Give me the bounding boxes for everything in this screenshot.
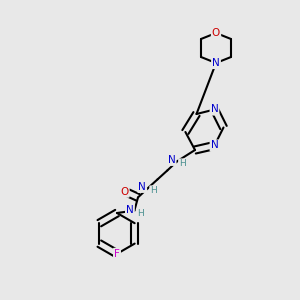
Text: O: O [212, 28, 220, 38]
Text: H: H [150, 186, 157, 195]
Text: N: N [211, 104, 218, 115]
Text: O: O [120, 187, 129, 197]
Text: F: F [114, 249, 120, 259]
Text: N: N [126, 205, 134, 215]
Text: N: N [212, 58, 220, 68]
Text: N: N [211, 140, 218, 151]
Text: H: H [179, 159, 186, 168]
Text: N: N [138, 182, 146, 192]
Text: H: H [138, 208, 144, 217]
Text: N: N [168, 155, 176, 165]
